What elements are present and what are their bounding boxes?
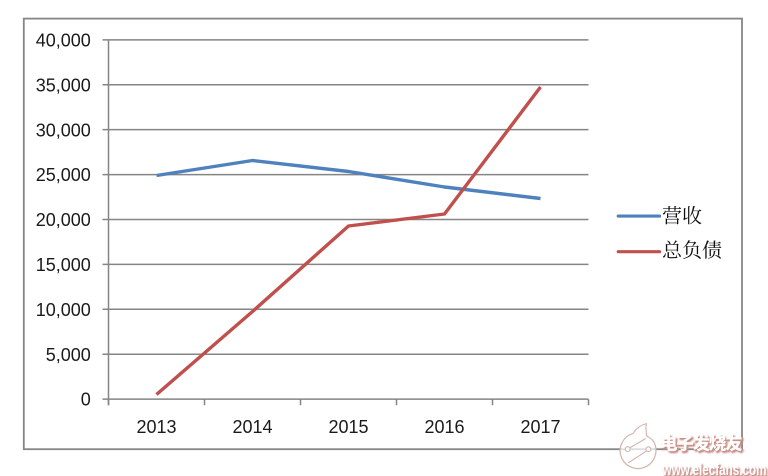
svg-text:30,000: 30,000: [36, 120, 91, 140]
svg-text:35,000: 35,000: [36, 75, 91, 95]
svg-text:20,000: 20,000: [36, 210, 91, 230]
svg-text:2015: 2015: [328, 417, 368, 437]
svg-text:www.elecfans.com: www.elecfans.com: [663, 463, 768, 476]
svg-text:15,000: 15,000: [36, 255, 91, 275]
svg-text:5,000: 5,000: [46, 345, 91, 365]
svg-text:2017: 2017: [520, 417, 560, 437]
svg-text:2014: 2014: [232, 417, 272, 437]
svg-text:2016: 2016: [424, 417, 464, 437]
svg-text:www.elecfans.com: www.elecfans.com: [662, 462, 767, 476]
svg-text:2013: 2013: [136, 417, 176, 437]
svg-text:0: 0: [81, 390, 91, 410]
svg-text:10,000: 10,000: [36, 300, 91, 320]
svg-text:25,000: 25,000: [36, 165, 91, 185]
svg-text:40,000: 40,000: [36, 30, 91, 50]
